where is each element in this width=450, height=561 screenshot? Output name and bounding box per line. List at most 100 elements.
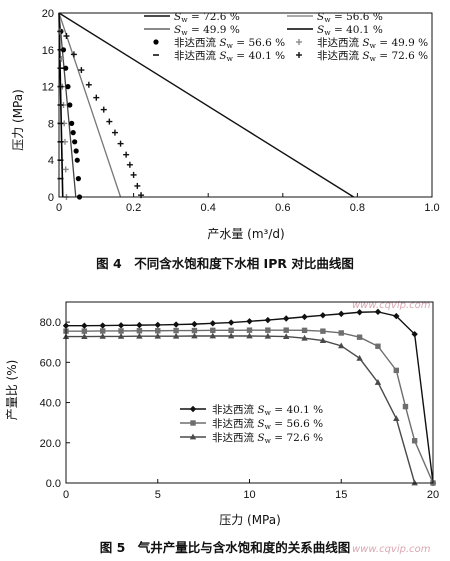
ratio-series-point [191,327,198,334]
ratio-series-point [172,321,180,328]
ratio-series-point [227,332,235,339]
ipr-y-tick-label: 4 [48,155,54,167]
ratio-series-point [356,309,363,316]
ratio-y-tick-label: 20.0 [40,438,61,450]
ratio-series-line [66,329,434,484]
ratio-x-tick-label: 20 [427,489,439,501]
ipr-plot-frame [58,12,433,198]
ratio-series-point [265,327,271,333]
ratio-legend-marker [189,405,197,413]
ipr-series-point [70,130,76,136]
ipr-x-tick-label: 0.6 [275,202,290,214]
ipr-legend-label: Sw = 56.6 % [317,11,383,24]
ipr-series-point [73,148,79,154]
ipr-series-point [65,84,71,90]
ratio-series-point [264,332,272,339]
ratio-series-point [393,312,400,320]
ratio-legend-label: 非达西流 Sw = 40.1 % [212,403,323,417]
ratio-x-tick-label: 15 [335,489,347,501]
ipr-legend-label: 非达西流 Sw = 72.6 % [317,49,428,63]
ipr-y-tick-label: 16 [42,45,54,57]
ipr-legend: Sw = 72.6 % Sw = 56.6 % Sw = 49.9 % Sw = 40… [144,11,428,63]
ipr-series-point [111,129,118,136]
ipr-series-point [126,161,133,168]
ratio-legend-label: 非达西流 Sw = 72.6 % [212,431,323,445]
ipr-series-point [117,140,124,147]
ratio-series-point [283,315,290,322]
ratio-series-point [81,333,88,339]
ratio-series-point [173,327,179,334]
ratio-y-axis-title: 产量比 (%) [5,360,19,421]
ratio-series-point [191,320,198,328]
ipr-x-tick-label: 1.0 [424,202,439,214]
ratio-series-point [81,322,88,329]
ipr-legend-label: 非达西流 Sw = 56.6 % [174,36,285,50]
ratio-series-point [338,330,344,336]
ratio-x-tick-label: 10 [243,489,255,501]
ipr-series-point [72,139,78,145]
ipr-series-point [106,118,113,125]
ratio-series-point [117,332,125,339]
ipr-series-point [85,81,92,88]
ipr-series-point [63,65,69,71]
ratio-series-point [393,367,399,374]
ratio-x-tick-label: 5 [155,489,161,501]
ipr-y-tick-label: 8 [48,118,54,130]
ratio-legend-marker [189,433,197,440]
ipr-legend-label: Sw = 72.6 % [174,11,240,24]
ipr-y-axis-title: 压力 (MPa) [11,89,25,151]
ratio-series-point [136,332,143,339]
ratio-series-point [393,415,400,422]
ratio-series-point [154,321,161,329]
ipr-series-line [58,12,122,198]
ratio-series-point [99,332,106,339]
ipr-y-tick-label: 20 [42,8,54,20]
ratio-series-line [66,335,416,484]
ratio-y-tick-label: 80.0 [40,317,61,329]
ratio-series-point [210,327,216,334]
ratio-series-point [246,327,253,333]
ratio-legend-marker [190,420,196,426]
ratio-series-point [118,328,124,334]
ratio-series-point [411,438,418,444]
ratio-caption: 图 5 气井产量比与含水饱和度的关系曲线图 [100,540,351,555]
ratio-series-point [209,320,216,327]
ratio-legend: 非达西流 Sw = 40.1 %非达西流 Sw = 56.6 %非达西流 Sw … [180,403,323,445]
ipr-series-point [69,120,75,126]
ratio-series-point [301,313,308,321]
ratio-series-point [172,332,180,339]
ratio-series-point [374,379,382,385]
ipr-legend-label: Sw = 49.9 % [174,24,240,37]
ipr-series-point [63,33,70,39]
ipr-chart: 0 0.2 0.4 0.6 0.8 1.0 0 4 8 12 16 20 压力 (MPa) 产水量 (… [11,8,440,271]
ratio-y-tick-label: 60.0 [40,357,61,369]
ipr-x-tick-label: 0.2 [126,202,141,214]
ipr-series-point [130,171,137,178]
ratio-series-point [209,332,216,339]
ratio-series-point [356,334,363,340]
ratio-series-point [338,310,345,318]
ratio-x-tick-label: 0 [63,489,69,501]
ratio-series-point [319,312,327,319]
ratio-series-point [81,328,88,334]
ratio-y-tick-label: 40.0 [40,398,61,410]
ipr-series-point [67,102,73,108]
ipr-series-point [74,157,80,163]
ipr-series-point [123,151,130,158]
ratio-series-point [136,321,143,329]
ratio-series-point [356,354,363,361]
ratio-series-point [411,330,418,338]
ipr-x-tick-label: 0 [56,202,62,214]
ratio-series-point [191,332,198,339]
ratio-series-point [319,337,327,344]
ratio-legend-label: 非达西流 Sw = 56.6 % [212,417,323,431]
ipr-legend-label: 非达西流 Sw = 40.1 % [174,49,285,63]
ipr-x-axis-title: 产水量 (m³/d) [207,227,284,241]
ratio-series-point [154,332,161,339]
ratio-series-point [228,327,234,334]
ipr-series-point [134,182,141,189]
ratio-y-tick-label: 0.0 [46,478,61,490]
ipr-legend-swatch [296,52,302,58]
ratio-series-point [402,403,409,410]
